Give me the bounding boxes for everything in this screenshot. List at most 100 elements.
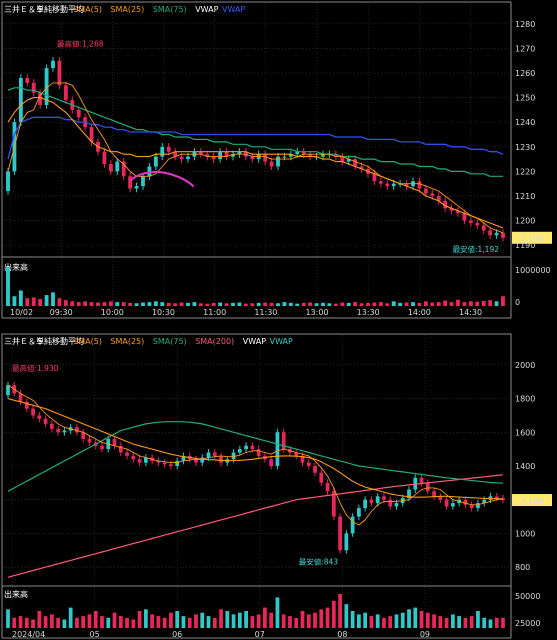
- volume-bar: [438, 616, 443, 628]
- candle-body: [430, 193, 435, 196]
- candle-body: [443, 200, 448, 209]
- volume-bar: [121, 302, 126, 306]
- candle-body: [275, 432, 280, 466]
- legend-entry: SMA(75): [153, 5, 187, 14]
- volume-bar: [96, 302, 100, 306]
- candle-body: [469, 504, 474, 509]
- candle-body: [134, 186, 139, 189]
- volume-bar: [128, 302, 133, 306]
- high-price-label: 最高値:1,268: [57, 39, 104, 49]
- sma5-line: [7, 384, 504, 526]
- candle-body: [62, 430, 67, 433]
- candle-body: [391, 183, 396, 187]
- candle-body: [501, 232, 505, 238]
- volume-bar: [49, 614, 54, 628]
- volume-bar: [423, 301, 428, 306]
- candle-body: [419, 477, 424, 483]
- candle-body: [166, 146, 171, 152]
- y-tick-label: 800: [515, 563, 530, 572]
- volume-bar: [156, 616, 161, 628]
- x-tick-label: 14:00: [408, 308, 431, 317]
- volume-bar: [468, 301, 473, 306]
- candle-body: [112, 439, 117, 446]
- candle-body: [357, 508, 361, 517]
- volume-bar: [444, 617, 449, 628]
- candle-body: [481, 225, 486, 231]
- volume-tick-label: 1000000: [515, 266, 551, 275]
- volume-bar: [44, 295, 49, 306]
- candle-body: [51, 60, 55, 69]
- volume-bar: [300, 611, 305, 628]
- volume-tick-label: 50000: [515, 592, 540, 601]
- volume-bar: [411, 302, 415, 306]
- volume-bar: [179, 302, 184, 306]
- candle-body: [81, 432, 86, 440]
- candle-body: [369, 499, 374, 504]
- vwap-line: [7, 116, 504, 160]
- candle-body: [143, 457, 148, 463]
- candle-body: [378, 181, 383, 184]
- candle-body: [350, 516, 355, 534]
- volume-bar: [237, 302, 242, 306]
- y-tick-label: 1210: [515, 192, 535, 201]
- volume-bar: [456, 299, 460, 306]
- volume-bar: [281, 614, 286, 628]
- sma25-line: [7, 97, 504, 229]
- volume-bar: [125, 617, 129, 628]
- x-tick-label: 10/02: [10, 308, 33, 317]
- candle-body: [263, 154, 268, 162]
- volume-bar: [173, 303, 178, 306]
- volume-bar: [83, 301, 88, 306]
- volume-bar: [301, 302, 306, 306]
- candle-body: [198, 151, 203, 155]
- volume-bar: [106, 617, 111, 628]
- y-tick-label: 1220: [515, 167, 535, 176]
- legend-entry: 単純移動平均: [36, 336, 84, 346]
- candle-body: [306, 462, 311, 466]
- legend-entry: VWAP: [270, 337, 293, 346]
- x-tick-label: 10:00: [101, 308, 124, 317]
- volume-bar: [192, 302, 197, 306]
- candle-body: [488, 230, 493, 236]
- volume-bar: [31, 619, 35, 628]
- candle-body: [346, 159, 351, 162]
- volume-bar: [231, 614, 236, 628]
- candle-body: [388, 499, 393, 507]
- candle-body: [156, 460, 161, 463]
- sma25-line: [7, 398, 504, 500]
- volume-bar: [112, 612, 117, 628]
- volume-bar: [294, 617, 299, 628]
- y-tick-label: 1190: [515, 241, 535, 250]
- volume-bar: [43, 616, 48, 628]
- volume-bar: [250, 616, 255, 628]
- candle-body: [162, 462, 167, 465]
- volume-bar: [469, 616, 474, 628]
- candle-body: [423, 188, 428, 194]
- volume-bar: [333, 303, 338, 306]
- volume-bar: [256, 302, 261, 306]
- volume-bar: [186, 302, 190, 306]
- volume-bar: [89, 302, 94, 306]
- volume-bar: [118, 616, 123, 628]
- volume-bar: [481, 300, 486, 306]
- candle-body: [38, 92, 43, 105]
- volume-bar: [432, 614, 436, 628]
- candle-body: [237, 449, 242, 453]
- candle-body: [319, 472, 324, 483]
- candle-body: [325, 482, 330, 492]
- high-price-label: 最高値:1,930: [12, 363, 59, 373]
- candle-body: [340, 156, 345, 162]
- volume-bar: [256, 614, 261, 628]
- x-tick-label: 09:30: [50, 308, 73, 317]
- candle-body: [31, 82, 36, 93]
- candle-body: [375, 496, 380, 504]
- candle-body: [494, 232, 499, 236]
- volume-bar: [200, 612, 205, 628]
- legend-entry: VWAP: [243, 337, 266, 346]
- volume-bar: [494, 301, 499, 306]
- candle-body: [141, 176, 145, 187]
- candle-body: [76, 109, 81, 118]
- candle-body: [359, 166, 364, 169]
- volume-bar: [70, 301, 75, 306]
